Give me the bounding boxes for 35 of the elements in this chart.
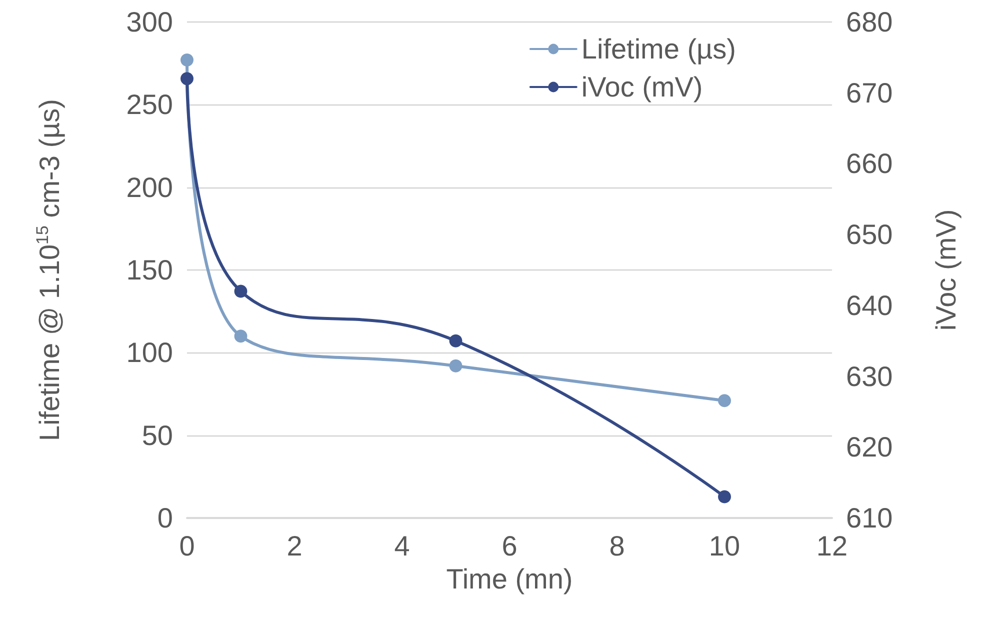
point xyxy=(449,334,462,348)
y2-tick-label: 680 xyxy=(846,6,893,38)
y2-tick-label: 630 xyxy=(846,360,893,392)
x-tick-label: 8 xyxy=(609,530,625,562)
y2-tick-label: 610 xyxy=(846,502,893,534)
point xyxy=(234,284,248,298)
y2-tick-label: 670 xyxy=(846,77,893,108)
legend-label: Lifetime (µs) xyxy=(581,34,736,64)
point xyxy=(718,490,731,504)
y-axis-title: Lifetime @ 1.1015 cm-3 (µs) xyxy=(33,99,65,441)
point xyxy=(180,54,194,67)
x-tick-label: 10 xyxy=(708,530,740,562)
y2-tick-label: 640 xyxy=(846,290,893,321)
x-tick-label: 2 xyxy=(286,530,302,562)
y2-tick-label: 660 xyxy=(846,148,893,180)
y2-tick-label: 650 xyxy=(846,219,893,250)
x-tick-label: 0 xyxy=(179,530,195,562)
x-tick-label: 6 xyxy=(502,530,518,562)
y-tick-label: 300 xyxy=(126,6,173,38)
point xyxy=(180,72,194,86)
y2-tick-label: 620 xyxy=(846,432,893,463)
y-tick-label: 250 xyxy=(126,89,173,120)
y-tick-label: 100 xyxy=(126,337,173,368)
y2-axis-title: iVoc (mV) xyxy=(930,209,962,331)
point xyxy=(718,394,731,408)
legend-label: iVoc (mV) xyxy=(581,72,703,102)
x-axis-title: Time (mn) xyxy=(446,563,573,594)
y-tick-label: 50 xyxy=(142,420,173,451)
y-tick-label: 200 xyxy=(126,172,173,203)
y-tick-label: 150 xyxy=(126,254,173,286)
x-tick-label: 4 xyxy=(394,530,410,562)
point xyxy=(449,359,462,372)
y-tick-label: 0 xyxy=(157,502,173,534)
x-tick-label: 12 xyxy=(816,530,848,562)
point xyxy=(234,330,248,343)
